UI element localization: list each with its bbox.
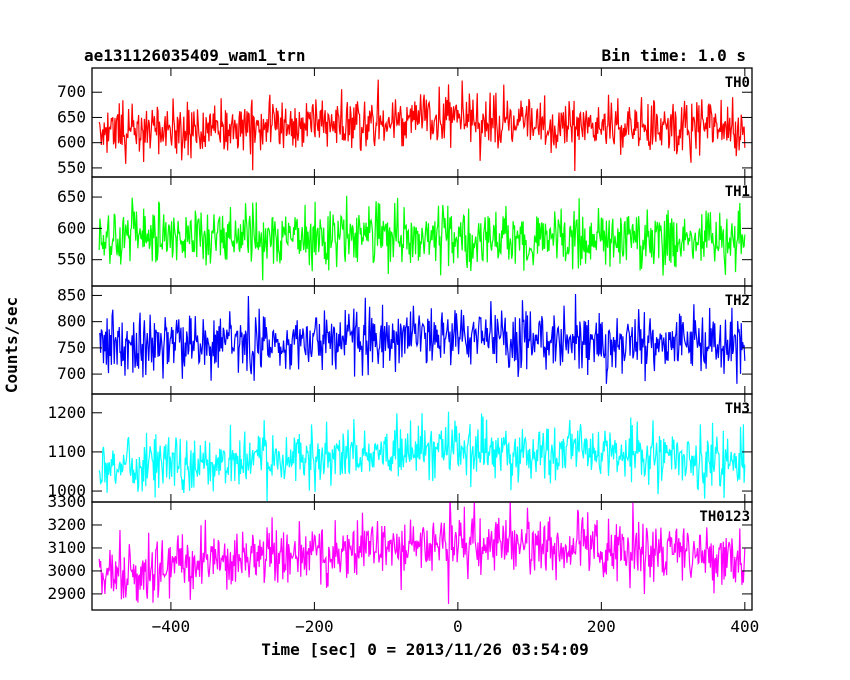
y-tick-label: 600: [57, 218, 86, 237]
y-tick-label: 1100: [47, 442, 86, 461]
y-tick-label: 3100: [47, 538, 86, 557]
chart-title: ae131126035409_wam1_trn: [84, 46, 306, 65]
y-tick-label: 600: [57, 133, 86, 152]
series-line-th3: [98, 411, 746, 502]
y-tick-label: 650: [57, 107, 86, 126]
panel-label: TH2: [725, 293, 750, 309]
y-tick-label: 800: [57, 312, 86, 331]
y-axis-label: Counts/sec: [2, 297, 21, 393]
x-tick-label: 200: [587, 617, 616, 636]
x-tick-label: −200: [295, 617, 334, 636]
y-tick-label: 700: [57, 364, 86, 383]
panel-th3: 1000 1100 1200 TH3: [47, 393, 753, 503]
y-tick-label: 1200: [47, 403, 86, 422]
y-tick-label: 550: [57, 250, 86, 269]
panel-frame: [91, 501, 753, 611]
panel-label: TH3: [725, 401, 750, 417]
panel-th0123: 2900 3000 3100 3200 3300 TH0123: [47, 492, 753, 611]
panels-group: 550 600 650 700 TH0 550 600 650 TH1 700 750 800 850 T…: [47, 67, 759, 636]
panel-th0: 550 600 650 700 TH0: [57, 67, 753, 178]
series-line-th1: [98, 195, 746, 281]
y-tick-label: 3200: [47, 515, 86, 534]
y-tick-label: 850: [57, 285, 86, 304]
y-tick-label: 750: [57, 338, 86, 357]
panel-th2: 700 750 800 850 TH2: [57, 285, 753, 395]
series-line-th0123: [98, 502, 746, 604]
y-tick-label: 550: [57, 158, 86, 177]
x-axis-label: Time [sec] 0 = 2013/11/26 03:54:09: [261, 640, 589, 659]
x-tick-label: 0: [453, 617, 463, 636]
y-tick-label: 2900: [47, 584, 86, 603]
y-tick-label: 650: [57, 187, 86, 206]
panel-label: TH0: [725, 75, 750, 91]
y-tick-label: 700: [57, 82, 86, 101]
series-line-th2: [99, 293, 746, 384]
panel-label: TH0123: [699, 509, 750, 525]
y-tick-label: 3300: [47, 492, 86, 511]
bin-time-label: Bin time: 1.0 s: [602, 46, 747, 65]
x-tick-label: 400: [730, 617, 759, 636]
y-tick-label: 1000: [47, 481, 86, 500]
panel-th1: 550 600 650 TH1: [57, 176, 753, 287]
y-tick-label: 3000: [47, 561, 86, 580]
x-tick-label: −400: [152, 617, 191, 636]
panel-label: TH1: [725, 184, 750, 200]
series-line-th0: [98, 79, 746, 172]
